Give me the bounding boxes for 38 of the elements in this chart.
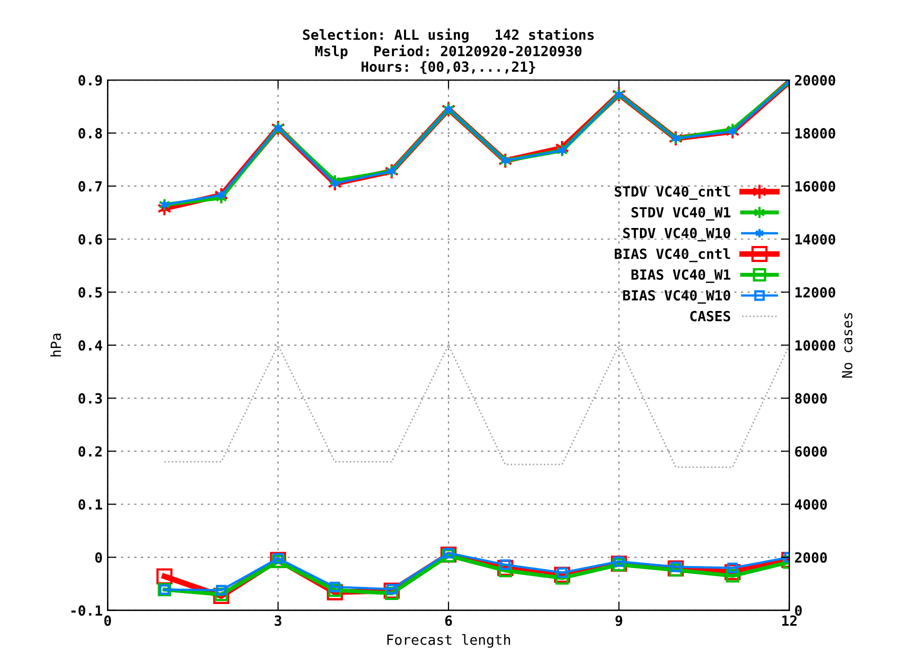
legend-label: STDV VC40_cntl [614, 186, 730, 200]
legend-label: STDV VC40_W10 [623, 228, 730, 242]
y2-tick-label: 4000 [794, 499, 827, 510]
y2-tick-label: 20000 [795, 75, 836, 86]
y-tick-label: 0.2 [78, 446, 102, 457]
x-tick-label: 3 [274, 615, 282, 626]
y-tick-label: 0.1 [78, 499, 102, 510]
y2-tick-label: 6000 [795, 446, 827, 457]
y2-tick-label: 16000 [795, 181, 836, 192]
legend-label: STDV VC40_W1 [632, 207, 730, 221]
y-tick-label: 0.4 [78, 340, 102, 351]
y-tick-label: -0.1 [71, 605, 102, 616]
legend-label: BIAS VC40_W1 [632, 269, 730, 283]
y2-tick-label: 18000 [795, 128, 836, 139]
legend-label: BIAS VC40_cntl [614, 248, 730, 262]
y2-axis-title: No cases [842, 313, 852, 378]
y2-tick-label: 0 [795, 605, 802, 616]
legend-label: CASES [690, 310, 730, 322]
y-axis-title: hPa [50, 334, 62, 356]
y2-tick-label: 10000 [795, 340, 836, 351]
y-tick-label: 0.5 [78, 287, 102, 298]
y2-tick-label: 14000 [795, 234, 836, 245]
x-tick-label: 0 [104, 615, 111, 626]
y-tick-label: 0.6 [78, 234, 102, 245]
y-tick-label: 0.8 [78, 128, 102, 139]
y-tick-label: 0.3 [78, 393, 102, 404]
x-axis-title: Forecast length [387, 634, 510, 648]
y-tick-label: 0.9 [78, 75, 102, 86]
y-tick-label: 0 [95, 552, 102, 563]
x-tick-label: 9 [616, 616, 622, 626]
legend-label: BIAS VC40_W10 [623, 290, 730, 304]
y2-tick-label: 8000 [795, 393, 827, 404]
chart-title: Selection: ALL using 142 stations Mslp Period: 20120920-20120930 Hours: {00,03,...,21} [303, 28, 594, 74]
y2-tick-label: 12000 [795, 287, 836, 298]
y2-tick-label: 2000 [795, 552, 827, 563]
x-tick-label: 6 [445, 615, 452, 626]
x-tick-label: 12 [782, 615, 797, 626]
y-tick-label: 0.7 [78, 181, 102, 192]
